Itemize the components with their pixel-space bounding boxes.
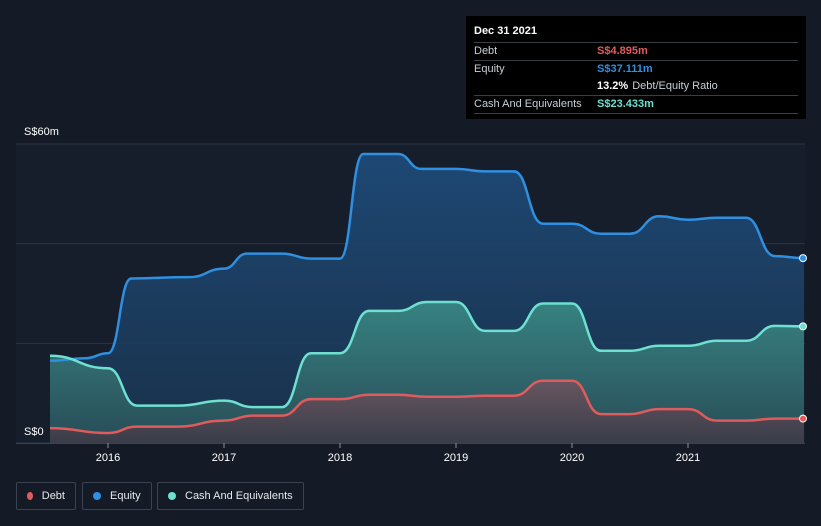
legend-cash-dot — [168, 492, 176, 500]
legend-debt[interactable]: Debt — [16, 482, 76, 510]
tooltip-ratio-label: Debt/Equity Ratio — [632, 80, 718, 92]
tooltip-ratio-value: 13.2% — [597, 80, 629, 92]
legend-equity[interactable]: Equity — [82, 482, 152, 510]
legend-debt-label: Debt — [41, 490, 65, 502]
legend-debt-dot — [27, 492, 33, 500]
tooltip-debt-label: Debt — [474, 45, 498, 57]
legend-equity-label: Equity — [110, 490, 141, 502]
endpoint-debt — [799, 414, 807, 423]
legend-cash[interactable]: Cash And Equivalents — [157, 482, 304, 510]
tooltip-equity-value: S$37.111m — [597, 63, 653, 75]
tooltip-date: Dec 31 2021 — [474, 25, 537, 37]
tooltip-ratio-row: 13.2% Debt/Equity Ratio — [474, 78, 798, 95]
x-tick-label-2018: 2018 — [328, 452, 352, 464]
x-tick-label-2016: 2016 — [96, 452, 120, 464]
x-tick-label-2017: 2017 — [212, 452, 236, 464]
tooltip-debt-row: Debt S$4.895m — [474, 42, 798, 60]
tooltip-cash-label: Cash And Equivalents — [474, 98, 582, 110]
y-tick-label-min: S$0 — [24, 426, 44, 438]
endpoint-cash — [799, 322, 807, 331]
tooltip-cash-row: Cash And Equivalents S$23.433m — [474, 95, 798, 114]
tooltip-equity-label: Equity — [474, 63, 505, 75]
tooltip-cash-value: S$23.433m — [597, 98, 654, 110]
x-tick-label-2021: 2021 — [676, 452, 700, 464]
line-equity — [49, 152, 805, 363]
line-cash — [49, 300, 805, 409]
legend-cash-label: Cash And Equivalents — [185, 490, 293, 502]
legend-equity-dot — [93, 492, 101, 500]
tooltip-debt-value: S$4.895m — [597, 45, 648, 57]
endpoint-equity — [799, 254, 807, 263]
x-tick-label-2020: 2020 — [560, 452, 584, 464]
tooltip-equity-row: Equity S$37.111m — [474, 60, 798, 78]
area-cash — [50, 302, 804, 443]
x-tick-label-2019: 2019 — [444, 452, 468, 464]
area-debt — [50, 380, 804, 443]
tooltip: Dec 31 2021 Debt S$4.895m Equity S$37.11… — [466, 16, 806, 119]
line-debt — [49, 379, 804, 435]
y-tick-label-max: S$60m — [24, 126, 59, 138]
